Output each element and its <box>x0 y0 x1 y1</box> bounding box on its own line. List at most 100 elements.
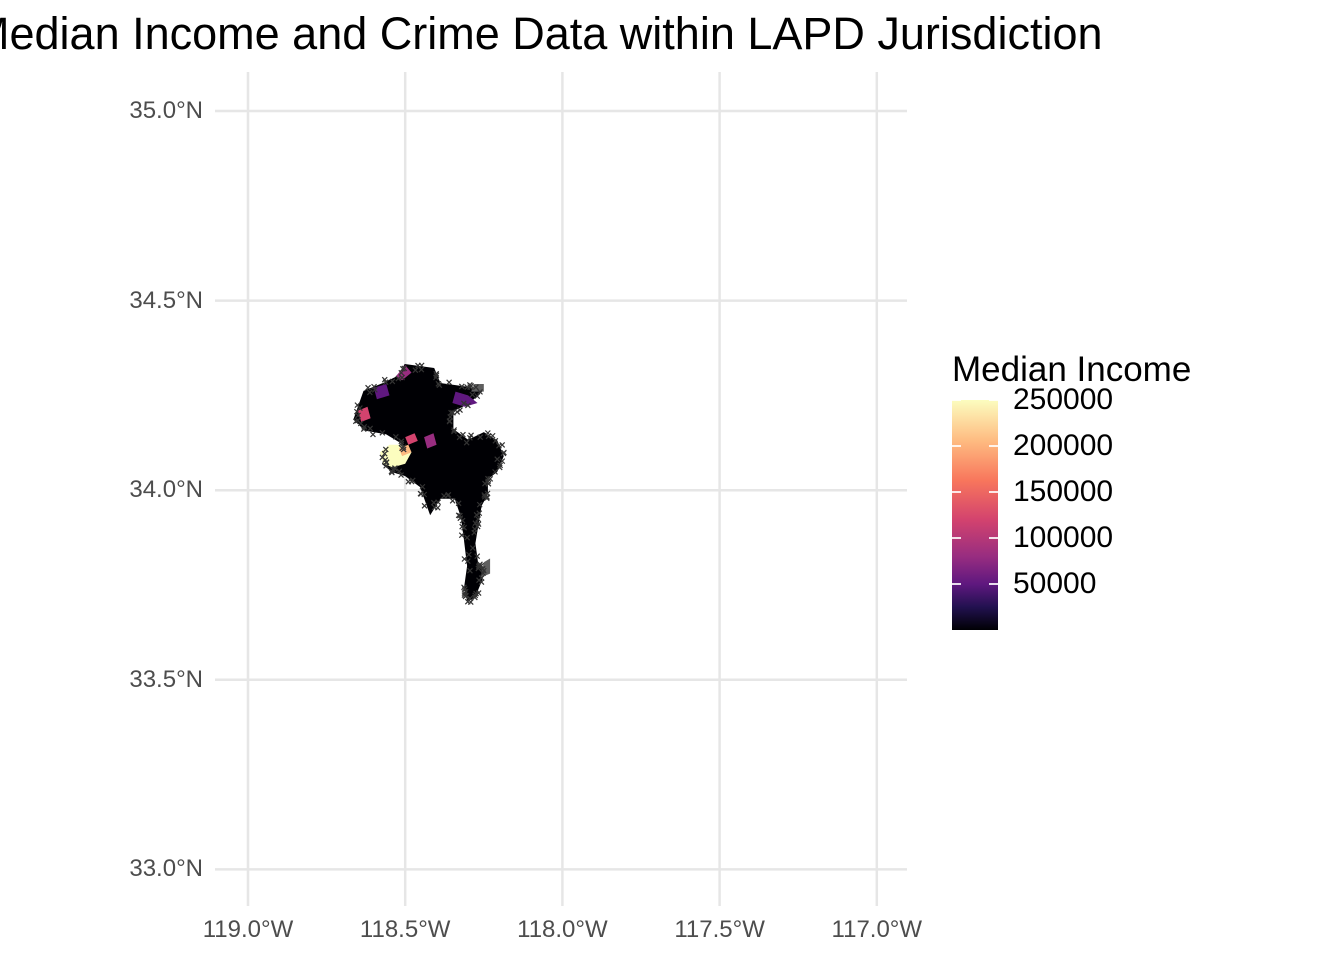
crime-point <box>461 524 468 531</box>
crime-point <box>469 391 476 398</box>
crime-point <box>500 450 507 457</box>
crime-point <box>464 558 471 565</box>
legend-label: 250000 <box>1013 383 1114 416</box>
crime-point <box>496 442 502 449</box>
crime-point <box>433 372 440 379</box>
income-polygon <box>405 433 418 445</box>
crime-point <box>419 483 426 490</box>
crime-point <box>400 444 407 451</box>
gridlines <box>215 72 907 906</box>
crime-point <box>471 529 478 536</box>
crime-point <box>357 420 364 427</box>
crime-point <box>461 584 467 591</box>
crime-point <box>398 472 404 478</box>
x-tick-label: 118.5°W <box>359 916 451 943</box>
crime-point <box>484 430 491 436</box>
crime-point <box>354 402 361 409</box>
crime-points <box>352 362 507 606</box>
crime-point <box>454 409 461 415</box>
x-tick-label: 118.0°W <box>517 916 608 943</box>
x-tick-label: 117.5°W <box>674 916 765 943</box>
crime-point <box>477 388 483 395</box>
legend-tick <box>989 491 998 493</box>
income-polygon <box>452 391 478 407</box>
crime-point <box>476 577 482 584</box>
crime-point <box>445 491 452 498</box>
income-polygon <box>358 406 371 422</box>
crime-point <box>398 438 405 445</box>
crime-point <box>476 501 483 508</box>
crime-point <box>447 414 454 420</box>
crime-point <box>435 499 442 506</box>
crime-point <box>468 382 474 389</box>
crime-point <box>460 400 467 407</box>
crime-point <box>417 490 424 497</box>
crime-point <box>463 439 470 446</box>
crime-point <box>379 429 386 436</box>
legend-label: 150000 <box>1013 475 1114 508</box>
crime-point <box>485 480 492 487</box>
crime-point <box>474 393 481 400</box>
crime-point <box>388 469 395 476</box>
crime-point <box>494 456 501 463</box>
legend-tick <box>989 583 998 585</box>
crime-point <box>496 464 503 471</box>
crime-point <box>366 389 373 396</box>
crime-point <box>398 369 405 376</box>
crime-point <box>469 545 476 551</box>
crime-point <box>460 431 466 438</box>
crime-point <box>451 427 458 433</box>
legend-label: 50000 <box>1013 567 1097 600</box>
legend-tick <box>989 399 998 401</box>
legend-tick <box>952 445 961 447</box>
crime-point <box>458 383 465 390</box>
crime-point <box>467 567 473 574</box>
crime-point <box>471 594 478 601</box>
crime-point <box>365 384 371 391</box>
y-tick-label: 34.5°N <box>129 286 203 314</box>
crime-point <box>476 510 483 517</box>
crime-point <box>401 365 408 372</box>
crime-point <box>352 418 359 425</box>
crime-point <box>464 534 471 541</box>
crime-point <box>421 502 428 509</box>
crime-point <box>355 412 361 419</box>
crime-point <box>474 553 481 560</box>
crime-point <box>475 563 482 570</box>
legend-tick <box>952 399 961 401</box>
crime-point <box>408 478 415 485</box>
crime-point <box>462 588 469 595</box>
crime-point <box>457 407 463 413</box>
crime-point <box>392 433 399 440</box>
crime-point <box>415 362 421 369</box>
crime-point <box>360 426 367 433</box>
crime-point <box>436 382 443 389</box>
crime-point <box>481 493 488 500</box>
legend-tick <box>989 445 998 447</box>
x-tick-label: 117.0°W <box>831 916 923 943</box>
crime-point <box>466 434 473 441</box>
crime-point <box>382 379 389 386</box>
crime-point <box>472 384 479 391</box>
legend-label: 100000 <box>1013 521 1114 554</box>
crime-point <box>481 492 488 498</box>
crime-point <box>367 425 374 432</box>
crime-point <box>465 551 472 558</box>
crime-point <box>492 437 499 444</box>
crime-point <box>382 446 389 453</box>
crime-point <box>370 431 376 438</box>
crime-point <box>371 386 378 393</box>
legend-label: 200000 <box>1013 429 1114 462</box>
crime-point <box>477 434 484 441</box>
legend-tick <box>952 537 961 539</box>
crime-point <box>489 432 496 439</box>
crime-point <box>381 450 388 457</box>
legend-tick <box>989 537 998 539</box>
legend-tick <box>952 491 961 493</box>
legend-title: Median Income <box>952 350 1192 389</box>
crime-point <box>475 516 481 522</box>
income-polygon <box>373 384 390 400</box>
crime-point <box>450 409 456 416</box>
income-polygon <box>424 433 437 449</box>
